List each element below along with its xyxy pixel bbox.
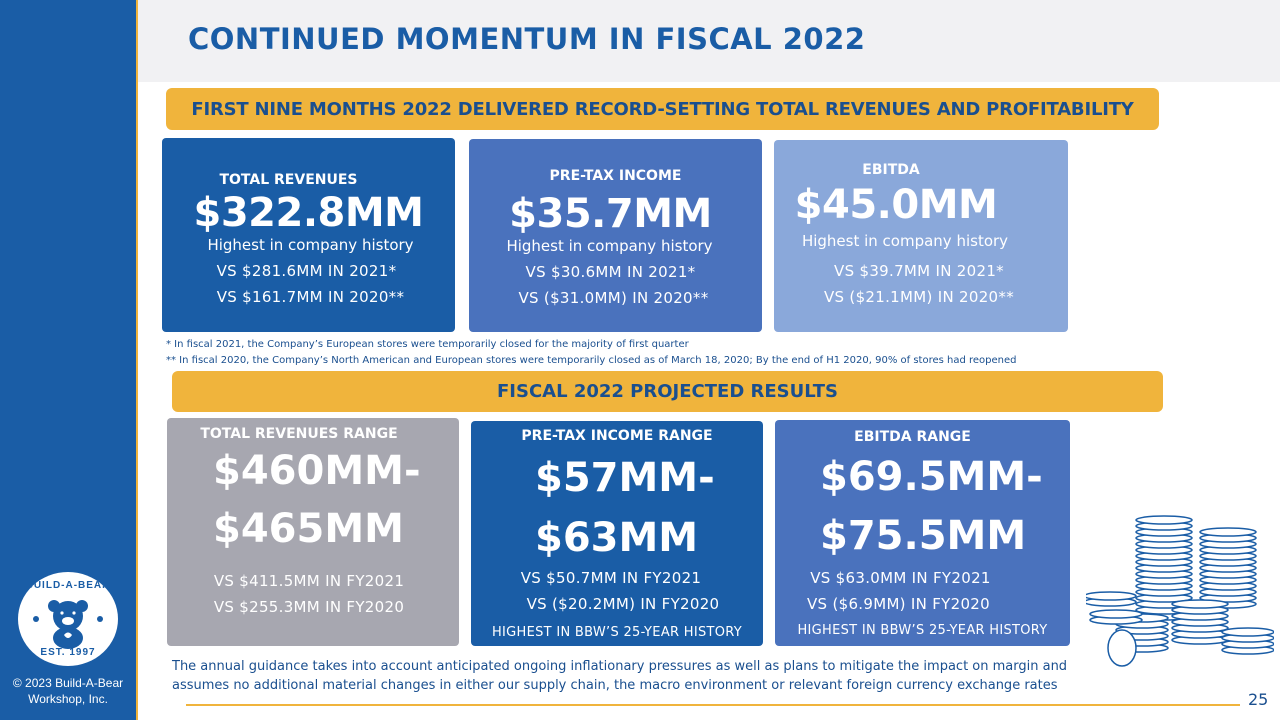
- coin-stacks-illustration: [1086, 515, 1274, 667]
- range-value-line1: $460MM-: [213, 448, 421, 494]
- card-pretax-income-range: PRE-TAX INCOME RANGE $57MM- $63MM VS $50…: [471, 421, 763, 646]
- card-compare-fy2021: VS $411.5MM IN FY2021: [213, 572, 405, 590]
- card-compare-2020: VS $161.7MM IN 2020**: [216, 288, 405, 306]
- card-value: $322.8MM: [193, 190, 424, 236]
- sidebar-divider: [136, 0, 138, 720]
- page-number: 25: [1248, 690, 1269, 709]
- card-compare-fy2020: VS ($6.9MM) IN FY2020: [807, 595, 990, 613]
- card-label: PRE-TAX INCOME RANGE: [521, 428, 713, 444]
- title-band: [138, 0, 1280, 82]
- card-compare-2021: VS $30.6MM IN 2021*: [525, 263, 696, 281]
- card-total-revenues: TOTAL REVENUES $322.8MM Highest in compa…: [162, 138, 455, 332]
- logo-top-text: BUILD-A-BEAR: [25, 580, 111, 591]
- coin: [1199, 527, 1257, 537]
- footer-rule: [186, 704, 1240, 706]
- guidance-text: The annual guidance takes into account a…: [172, 659, 1068, 693]
- nine-months-banner: FIRST NINE MONTHS 2022 DELIVERED RECORD-…: [166, 88, 1159, 130]
- range-value-line1: $69.5MM-: [820, 454, 1043, 500]
- card-note: Highest in company history: [506, 237, 713, 255]
- copyright-text: © 2023 Build-A-Bear Workshop, Inc.: [12, 676, 124, 706]
- card-ebitda: EBITDA $45.0MM Highest in company histor…: [774, 140, 1068, 332]
- card-ebitda-range: EBITDA RANGE $69.5MM- $75.5MM VS $63.0MM…: [775, 420, 1070, 646]
- logo-bottom-text: EST. 1997: [40, 647, 96, 658]
- card-compare-2020: VS ($31.0MM) IN 2020**: [518, 289, 709, 307]
- card-pretax-income: PRE-TAX INCOME $35.7MM Highest in compan…: [469, 139, 762, 332]
- card-note: Highest in company history: [207, 236, 414, 254]
- range-value-line2: $465MM: [213, 506, 404, 552]
- card-compare-2021: VS $39.7MM IN 2021*: [834, 262, 1004, 280]
- card-label: TOTAL REVENUES: [219, 172, 358, 188]
- coin: [1086, 591, 1137, 601]
- card-value: $45.0MM: [794, 182, 998, 228]
- card-compare-fy2020: VS ($20.2MM) IN FY2020: [526, 595, 720, 613]
- card-compare-fy2020: VS $255.3MM IN FY2020: [213, 598, 405, 616]
- range-value-line1: $57MM-: [535, 455, 715, 501]
- card-history-note: HIGHEST IN BBW’S 25-YEAR HISTORY: [491, 625, 743, 640]
- card-note: Highest in company history: [801, 232, 1009, 250]
- range-value-line2: $63MM: [535, 515, 699, 561]
- card-label: EBITDA: [862, 162, 920, 178]
- bear-icon: [33, 600, 103, 649]
- card-compare-fy2021: VS $50.7MM IN FY2021: [520, 569, 702, 587]
- range-value-line2: $75.5MM: [820, 513, 1027, 559]
- page-title: CONTINUED MOMENTUM IN FISCAL 2022: [188, 22, 866, 56]
- footnote-2020: ** In fiscal 2020, the Company’s North A…: [166, 355, 1017, 366]
- coin: [1171, 599, 1229, 609]
- card-label: PRE-TAX INCOME: [549, 168, 682, 184]
- card-label: EBITDA RANGE: [854, 429, 971, 445]
- coin: [1221, 627, 1274, 637]
- card-history-note: HIGHEST IN BBW’S 25-YEAR HISTORY: [797, 623, 1048, 638]
- card-compare-fy2021: VS $63.0MM IN FY2021: [810, 569, 991, 587]
- projected-results-banner: FISCAL 2022 PROJECTED RESULTS: [172, 371, 1163, 412]
- coin: [1089, 609, 1143, 619]
- build-a-bear-logo: BUILD-A-BEAR EST. 1997: [18, 572, 118, 666]
- card-value: $35.7MM: [509, 191, 712, 237]
- coin: [1107, 629, 1137, 667]
- card-label: TOTAL REVENUES RANGE: [200, 426, 398, 442]
- footnote-2021: * In fiscal 2021, the Company’s European…: [166, 339, 689, 350]
- card-total-revenues-range: TOTAL REVENUES RANGE $460MM- $465MM VS $…: [167, 418, 459, 646]
- coin: [1135, 515, 1193, 525]
- card-compare-2020: VS ($21.1MM) IN 2020**: [823, 288, 1015, 306]
- card-compare-2021: VS $281.6MM IN 2021*: [216, 262, 397, 280]
